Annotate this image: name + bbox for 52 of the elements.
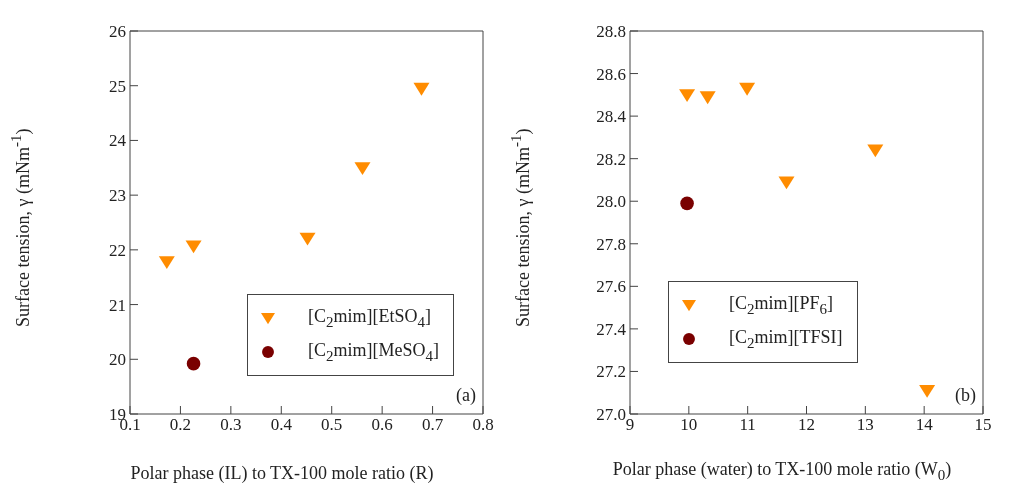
y-tick-label: 27.2 — [596, 362, 626, 382]
x-tick-label: 0.7 — [421, 415, 444, 435]
x-tick-label: 10 — [680, 415, 698, 435]
y-tick-label: 28.2 — [596, 149, 626, 169]
y-tick-label: 27.4 — [596, 319, 627, 339]
point — [867, 144, 884, 158]
point — [185, 240, 202, 254]
legend-label: [C$_{2}$mim][EtSO$_{4}$] — [308, 305, 431, 331]
x-tick-label: 14 — [915, 415, 934, 435]
legend-label: [C$_{2}$mim][PF$_{6}$] — [729, 292, 834, 318]
y-tick-label: 20 — [109, 350, 126, 370]
legend-label: [C$_{2}$mim][MeSO$_{4}$] — [308, 339, 439, 365]
point — [778, 176, 795, 190]
point — [699, 91, 716, 105]
y-tick-label: 28.8 — [596, 22, 626, 42]
x-tick-label: 11 — [739, 415, 756, 435]
y-tick-label: 24 — [109, 131, 127, 151]
point — [739, 82, 756, 96]
y-tick-label: 28.4 — [596, 107, 627, 127]
y-tick-label: 27.8 — [596, 234, 626, 254]
x-tick-label: 0.3 — [220, 415, 242, 435]
point — [354, 162, 371, 175]
x-axis-title: Polar phase (water) to TX-100 mole ratio (W$_{0}$) — [611, 459, 953, 484]
x-tick-label: 9 — [625, 415, 635, 435]
y-tick-label: 21 — [109, 295, 126, 315]
point — [679, 89, 696, 103]
y-tick-label: 28.6 — [596, 64, 626, 84]
y-tick-label: 26 — [109, 22, 126, 42]
x-tick-label: 0.8 — [472, 415, 494, 435]
y-tick-label: 23 — [109, 186, 126, 206]
x-tick-label: 0.2 — [169, 415, 192, 435]
legend-label: [C$_{2}$mim][TFSI] — [729, 326, 843, 352]
x-tick-label: 13 — [856, 415, 874, 435]
y-tick-label: 22 — [109, 240, 126, 260]
x-tick-label: 0.5 — [321, 415, 343, 435]
x-tick-label: 12 — [798, 415, 815, 435]
x-tick-label: 0.4 — [270, 415, 293, 435]
y-tick-label: 27.6 — [596, 277, 626, 297]
x-tick-label: 0.6 — [371, 415, 393, 435]
y-tick-label: 28.0 — [596, 192, 626, 212]
point — [919, 384, 936, 398]
point — [186, 356, 201, 371]
y-tick-label: 27.0 — [596, 405, 626, 425]
annotation: (a) — [456, 385, 476, 406]
point — [158, 256, 175, 270]
point — [413, 82, 430, 96]
point — [680, 196, 694, 211]
x-tick-label: 15 — [974, 415, 992, 435]
x-axis-title: Polar phase (IL) to TX-100 mole ratio (R) — [129, 463, 435, 484]
annotation: (b) — [955, 385, 976, 406]
point — [299, 232, 316, 246]
y-tick-label: 25 — [109, 76, 126, 96]
